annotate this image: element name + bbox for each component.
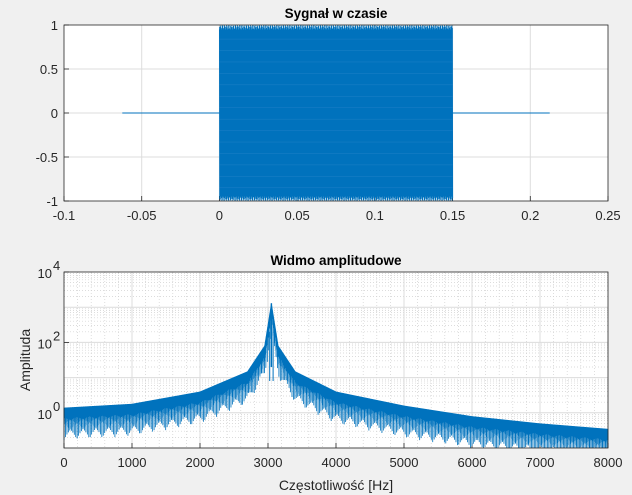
time-x-tick-labels: -0.1 -0.05 0 0.05 0.1 0.15 0.2 0.25	[53, 208, 621, 223]
time-x-tick-label: 0.15	[440, 208, 465, 223]
spectrum-line	[63, 303, 609, 449]
spectrum-y-tick-exponent: 4	[53, 258, 60, 273]
spectrum-axes: 0 1000 2000 3000 4000 5000 6000 7000 8000 100102…	[17, 253, 622, 493]
time-plot-title: Sygnał w czasie	[285, 6, 388, 21]
time-signal-axes: -0.1 -0.05 0 0.05 0.1 0.15 0.2 0.25 -1 -0.5 0 0.5 1…	[36, 6, 621, 223]
time-x-tick-label: 0.25	[595, 208, 620, 223]
spectrum-grid	[63, 271, 609, 449]
spectrum-y-tick-label: 10	[38, 407, 52, 422]
spectrum-y-tick-label: 10	[38, 266, 52, 281]
time-x-tick-label: 0.2	[521, 208, 539, 223]
time-x-tick-label: 0	[216, 208, 223, 223]
spectrum-axes-box	[63, 271, 609, 449]
spectrum-x-tick-label: 5000	[390, 455, 419, 470]
spectrum-x-tick-label: 2000	[186, 455, 215, 470]
time-x-tick-label: 0.05	[284, 208, 309, 223]
time-signal-series	[122, 24, 550, 202]
spectrum-x-axis-label: Częstotliwość [Hz]	[279, 477, 393, 493]
spectrum-x-tick-labels: 0 1000 2000 3000 4000 5000 6000 7000 8000	[60, 455, 622, 470]
time-y-tick-label: -1	[46, 194, 58, 209]
time-axes-box	[63, 24, 609, 202]
time-y-tick-label: -0.5	[36, 150, 58, 165]
time-oscillation-line	[219, 24, 454, 202]
spectrum-x-tick-label: 6000	[458, 455, 487, 470]
time-x-tick-label: -0.05	[127, 208, 157, 223]
spectrum-y-tick-exponent: 0	[53, 399, 60, 414]
spectrum-plot-title: Widmo amplitudowe	[270, 253, 402, 268]
spectrum-series	[63, 303, 609, 449]
spectrum-x-tick-label: 4000	[322, 455, 351, 470]
spectrum-y-tick-label: 10	[38, 336, 52, 351]
spectrum-x-tick-label: 7000	[526, 455, 555, 470]
time-y-tick-label: 0.5	[40, 62, 58, 77]
spectrum-y-axis-label: Amplituda	[17, 329, 33, 391]
time-y-tick-labels: -1 -0.5 0 0.5 1	[36, 18, 58, 209]
time-x-tick-label: -0.1	[53, 208, 75, 223]
time-x-tick-label: 0.1	[366, 208, 384, 223]
spectrum-x-tick-label: 0	[60, 455, 67, 470]
spectrum-y-tick-exponent: 2	[53, 328, 60, 343]
time-y-tick-label: 1	[51, 18, 58, 33]
spectrum-x-tick-label: 8000	[594, 455, 623, 470]
time-y-tick-label: 0	[51, 106, 58, 121]
spectrum-x-tick-label: 1000	[118, 455, 147, 470]
spectrum-x-tick-label: 3000	[254, 455, 283, 470]
